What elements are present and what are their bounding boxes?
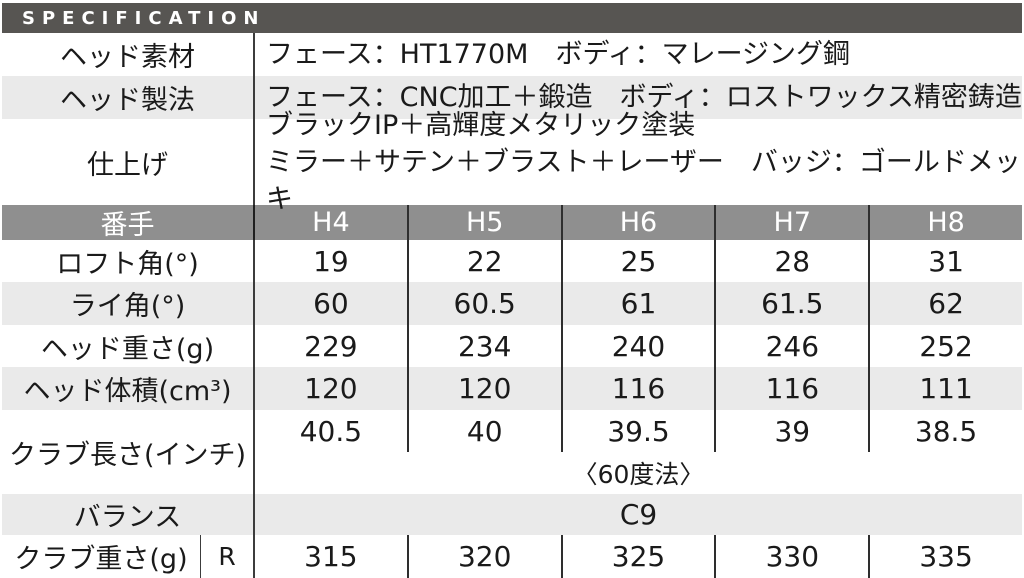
head-volume-h5: 120 [406, 367, 561, 410]
club-length-values: 40.5 40 39.5 39 38.5 [255, 410, 1022, 452]
row-head-volume: ヘッド体積(cm³) 120 120 116 116 111 [2, 367, 1022, 410]
head-construction-line: フェース：CNC加工＋鍛造 ボディ：ロストワックス精密鋳造 [266, 82, 1022, 113]
loft-h4: 19 [313, 244, 349, 278]
finish-line-2: ミラー＋サテン＋ブラスト＋レーザー バッジ：ゴールドメッキ [266, 146, 1021, 215]
lie-h4: 60 [313, 287, 349, 320]
row-label-head-weight: ヘッド重さ(g) [2, 325, 255, 367]
loft-h8: 31 [868, 240, 1022, 282]
head-material-line: フェース：HT1770M ボディ：マレージング鋼 [266, 39, 851, 70]
head-weight-h7: 246 [714, 325, 868, 367]
head-weight-values: 229 234 240 246 252 [255, 325, 1022, 367]
club-length-method-note: 〈60度法〉 [572, 460, 705, 489]
head-volume-h8: 111 [868, 367, 1022, 410]
specification-title-bar: SPECIFICATION [2, 3, 1022, 33]
finish-line-1: ブラックIP＋高輝度メタリック塗装 [266, 109, 696, 141]
row-lie-angle: ライ角(°) 60 60.5 61 61.5 62 [2, 282, 1022, 325]
finish-value: ブラックIP＋高輝度メタリック塗装 ミラー＋サテン＋ブラスト＋レーザー バッジ：… [255, 110, 1022, 215]
column-header-h8: H8 [868, 205, 1022, 240]
column-header-h7: H7 [714, 205, 868, 240]
club-length-area: 40.5 40 39.5 39 38.5 〈60度法〉 [255, 410, 1022, 494]
shaft-flex-label: R [200, 535, 253, 578]
row-club-length: クラブ長さ(インチ) 40.5 40 39.5 39 38.5 〈60度法〉 [2, 410, 1022, 494]
row-label-head-volume: ヘッド体積(cm³) [2, 367, 255, 410]
club-length-h6: 39.5 [560, 410, 715, 452]
row-label-head-material: ヘッド素材 [2, 33, 255, 76]
row-label-lie-angle: ライ角(°) [2, 282, 255, 325]
head-construction-value: フェース：CNC加工＋鍛造 ボディ：ロストワックス精密鋳造 [255, 76, 1022, 119]
column-header-h6: H6 [560, 205, 715, 240]
lie-angle-values: 60 60.5 61 61.5 62 [255, 282, 1022, 325]
balance-value: C9 [619, 498, 658, 531]
head-weight-h6: 240 [560, 325, 715, 367]
page-title: SPECIFICATION [22, 7, 266, 29]
club-weight-h8: 335 [868, 535, 1022, 578]
row-finish: 仕上げ ブラックIP＋高輝度メタリック塗装 ミラー＋サテン＋ブラスト＋レーザー … [2, 110, 1022, 215]
column-header-h5: H5 [406, 205, 561, 240]
row-head-material: ヘッド素材 フェース：HT1770M ボディ：マレージング鋼 [2, 33, 1022, 76]
loft-h6: 25 [560, 240, 715, 282]
club-weight-h6: 325 [560, 535, 715, 578]
row-label-club-number: 番手 [2, 205, 255, 241]
row-head-weight: ヘッド重さ(g) 229 234 240 246 252 [2, 325, 1022, 367]
club-weight-values: 315 320 325 330 335 [255, 535, 1022, 578]
row-loft-angle: ロフト角(°) 19 22 25 28 31 [2, 240, 1022, 282]
row-label-loft-angle: ロフト角(°) [2, 240, 255, 282]
loft-h5: 22 [406, 240, 561, 282]
lie-h8: 62 [868, 282, 1022, 325]
row-label-head-construction: ヘッド製法 [2, 76, 255, 119]
loft-h7: 28 [714, 240, 868, 282]
lie-h7: 61.5 [714, 282, 868, 325]
head-weight-h4: 229 [304, 329, 358, 363]
head-volume-h7: 116 [714, 367, 868, 410]
lie-h5: 60.5 [406, 282, 561, 325]
club-length-h5: 40 [406, 410, 561, 452]
club-length-h4: 40.5 [299, 414, 363, 448]
head-volume-h6: 116 [560, 367, 715, 410]
club-weight-h7: 330 [714, 535, 868, 578]
spec-table: ヘッド素材 フェース：HT1770M ボディ：マレージング鋼 ヘッド製法 フェー… [2, 33, 1022, 578]
loft-angle-values: 19 22 25 28 31 [255, 240, 1022, 282]
row-label-balance: バランス [2, 494, 255, 535]
row-balance: バランス C9 [2, 494, 1022, 535]
club-number-columns: H4 H5 H6 H7 H8 [255, 205, 1022, 240]
row-label-finish: 仕上げ [2, 119, 255, 205]
column-header-h4: H4 [312, 207, 350, 238]
club-weight-h4: 315 [304, 540, 358, 573]
head-volume-h4: 120 [304, 372, 358, 405]
club-length-h8: 38.5 [868, 410, 1022, 452]
row-head-construction: ヘッド製法 フェース：CNC加工＋鍛造 ボディ：ロストワックス精密鋳造 [2, 76, 1022, 119]
head-weight-h8: 252 [868, 325, 1022, 367]
club-length-h7: 39 [714, 410, 868, 452]
head-volume-values: 120 120 116 116 111 [255, 367, 1022, 410]
lie-h6: 61 [560, 282, 715, 325]
row-label-club-length: クラブ長さ(インチ) [2, 410, 255, 494]
head-material-value: フェース：HT1770M ボディ：マレージング鋼 [255, 33, 1022, 76]
club-weight-h5: 320 [406, 535, 561, 578]
row-label-club-weight: クラブ重さ(g) [14, 544, 188, 575]
head-weight-h5: 234 [406, 325, 561, 367]
club-weight-label-cell: クラブ重さ(g) R [2, 535, 255, 578]
row-club-number-header: 番手 H4 H5 H6 H7 H8 [2, 205, 1022, 241]
row-club-weight: クラブ重さ(g) R 315 320 325 330 335 [2, 535, 1022, 578]
